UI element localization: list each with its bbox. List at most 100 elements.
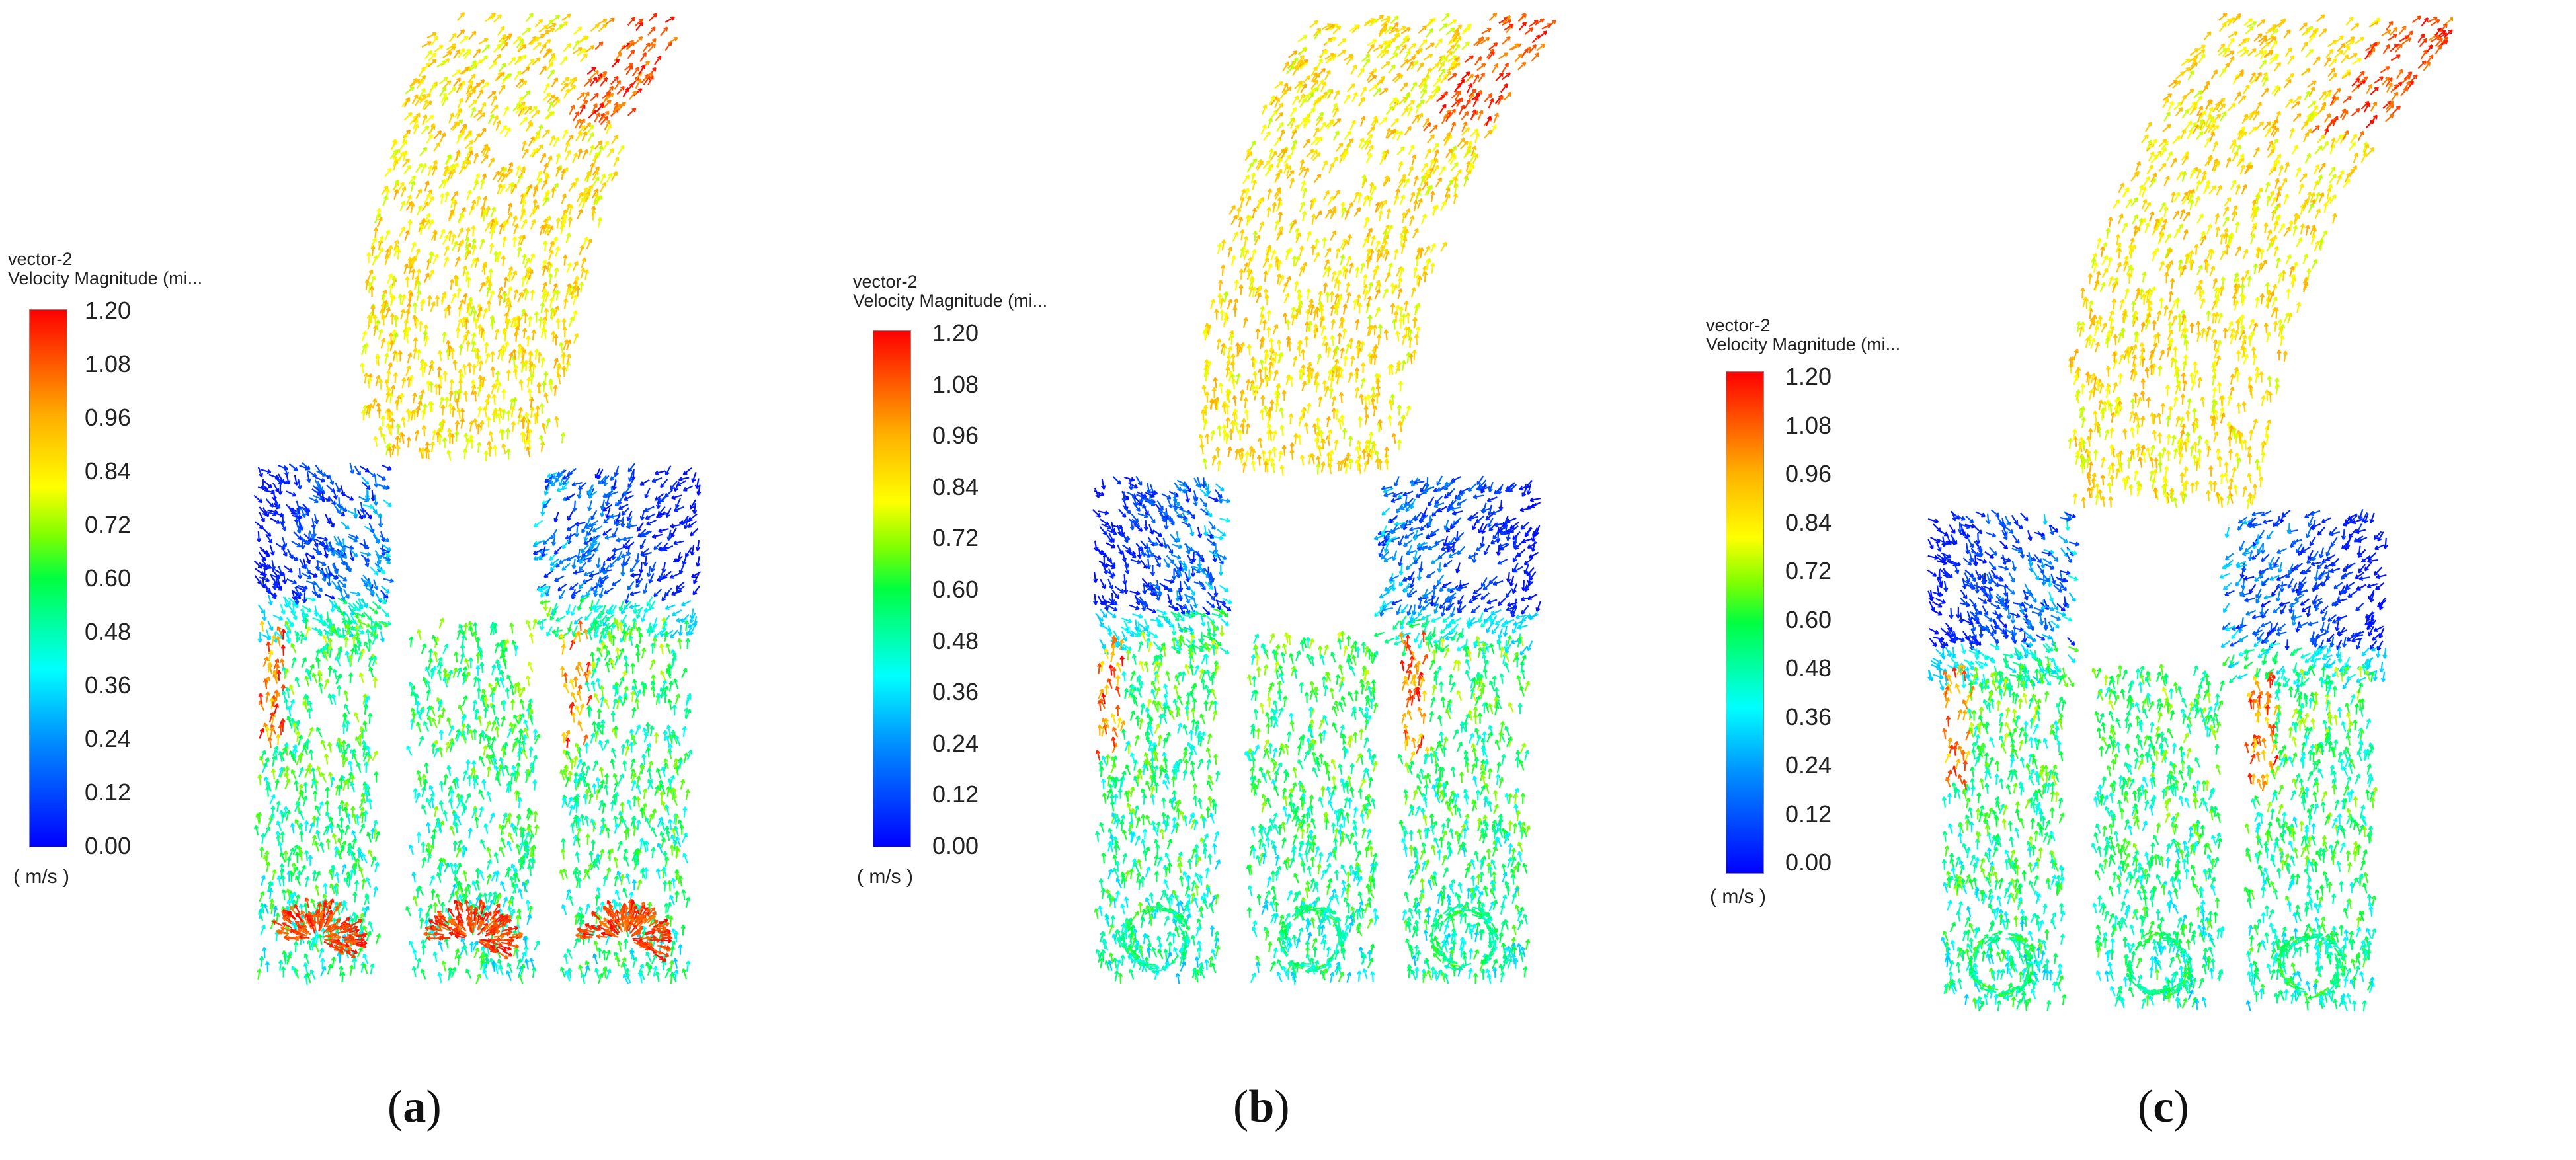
- velocity-arrow: [551, 309, 557, 320]
- velocity-arrow: [1367, 314, 1373, 326]
- velocity-arrow: [558, 590, 566, 600]
- velocity-arrow: [596, 933, 608, 939]
- velocity-arrow: [351, 830, 358, 841]
- velocity-arrow: [634, 698, 640, 710]
- velocity-arrow: [1536, 43, 1546, 52]
- velocity-arrow: [622, 760, 627, 771]
- velocity-arrow: [1382, 288, 1389, 299]
- velocity-arrow: [1423, 53, 1433, 61]
- velocity-arrow: [362, 963, 368, 974]
- velocity-arrow: [643, 506, 655, 512]
- velocity-arrow: [1211, 387, 1217, 399]
- velocity-arrow: [341, 627, 346, 639]
- velocity-arrow: [445, 154, 452, 165]
- velocity-arrow: [1271, 446, 1277, 458]
- velocity-arrow: [682, 726, 687, 738]
- velocity-arrow: [532, 728, 538, 740]
- velocity-arrow: [376, 403, 382, 414]
- velocity-arrow: [1324, 247, 1332, 258]
- velocity-arrow: [278, 841, 283, 853]
- velocity-arrow: [522, 253, 527, 265]
- velocity-arrow: [419, 223, 424, 235]
- velocity-arrow: [455, 847, 462, 858]
- velocity-arrow: [1527, 593, 1538, 600]
- velocity-arrow: [341, 521, 350, 530]
- velocity-arrow: [551, 186, 557, 198]
- velocity-arrow: [1421, 181, 1429, 191]
- velocity-arrow: [1221, 239, 1227, 251]
- velocity-arrow: [639, 539, 647, 549]
- velocity-arrow: [307, 707, 312, 719]
- velocity-arrow: [1099, 518, 1109, 526]
- velocity-arrow: [530, 289, 536, 301]
- velocity-arrow: [1301, 75, 1311, 85]
- velocity-arrow: [439, 229, 446, 240]
- velocity-arrow: [442, 235, 449, 245]
- velocity-arrow: [471, 225, 476, 237]
- velocity-arrow: [639, 509, 645, 521]
- velocity-arrow: [672, 958, 678, 969]
- velocity-arrow: [667, 880, 672, 892]
- velocity-arrow: [594, 140, 603, 150]
- velocity-arrow: [611, 578, 622, 586]
- velocity-arrow: [294, 904, 301, 914]
- velocity-arrow: [473, 947, 479, 958]
- velocity-arrow: [327, 666, 333, 677]
- velocity-arrow: [382, 499, 392, 508]
- velocity-arrow: [618, 600, 625, 611]
- velocity-arrow: [1425, 95, 1433, 104]
- velocity-arrow: [1346, 282, 1351, 293]
- velocity-arrow: [257, 631, 263, 643]
- velocity-arrow: [466, 80, 473, 91]
- velocity-arrow: [1288, 50, 1298, 58]
- velocity-arrow: [1220, 264, 1226, 276]
- velocity-arrow: [586, 695, 592, 706]
- velocity-arrow: [1385, 106, 1394, 116]
- velocity-arrow: [487, 114, 495, 124]
- velocity-arrow: [1320, 461, 1326, 473]
- velocity-arrow: [363, 538, 368, 550]
- velocity-arrow: [307, 855, 313, 866]
- velocity-arrow: [677, 638, 682, 650]
- velocity-arrow: [449, 278, 455, 290]
- velocity-arrow: [649, 725, 655, 736]
- velocity-arrow: [416, 79, 424, 89]
- velocity-arrow: [532, 57, 541, 66]
- velocity-arrow: [1398, 161, 1404, 172]
- velocity-arrow: [651, 847, 656, 859]
- velocity-arrow: [498, 295, 503, 306]
- velocity-arrow: [376, 473, 387, 481]
- velocity-arrow: [601, 949, 607, 961]
- velocity-arrow: [325, 787, 330, 798]
- velocity-arrow: [1367, 195, 1373, 207]
- velocity-arrow: [370, 963, 375, 974]
- velocity-arrow: [436, 670, 442, 681]
- velocity-arrow: [437, 713, 443, 725]
- velocity-arrow: [1324, 385, 1330, 397]
- velocity-arrow: [1453, 83, 1461, 93]
- velocity-arrow: [596, 677, 601, 689]
- velocity-arrow: [664, 41, 672, 51]
- velocity-arrow: [372, 314, 378, 326]
- velocity-arrow: [358, 672, 364, 683]
- velocity-arrow: [534, 940, 540, 951]
- velocity-arrow: [1214, 309, 1219, 320]
- velocity-arrow: [527, 428, 533, 440]
- velocity-arrow: [405, 906, 411, 917]
- velocity-arrow: [340, 485, 346, 496]
- velocity-arrow: [1435, 177, 1442, 188]
- velocity-arrow: [259, 891, 265, 902]
- velocity-arrow: [323, 883, 328, 894]
- velocity-arrow: [1251, 249, 1257, 260]
- velocity-arrow: [605, 661, 610, 673]
- velocity-arrow: [262, 528, 272, 537]
- velocity-arrow: [402, 150, 408, 161]
- velocity-arrow: [458, 165, 465, 175]
- velocity-arrow: [443, 256, 450, 268]
- velocity-arrow: [1170, 553, 1182, 560]
- velocity-arrow: [1238, 216, 1243, 228]
- velocity-arrow: [524, 958, 530, 970]
- velocity-arrow: [314, 884, 319, 896]
- velocity-arrow: [612, 698, 618, 709]
- velocity-arrow: [678, 625, 683, 636]
